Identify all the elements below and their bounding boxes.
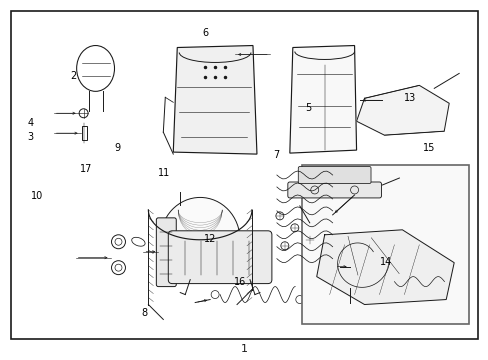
Text: 4: 4: [27, 118, 33, 128]
Text: 16: 16: [233, 277, 245, 287]
Text: 13: 13: [403, 93, 415, 103]
Polygon shape: [289, 45, 356, 153]
Text: 5: 5: [304, 103, 310, 113]
FancyBboxPatch shape: [156, 218, 176, 287]
FancyBboxPatch shape: [325, 271, 383, 280]
FancyBboxPatch shape: [325, 249, 383, 258]
FancyBboxPatch shape: [325, 227, 383, 236]
Ellipse shape: [160, 197, 240, 282]
Text: 1: 1: [240, 345, 247, 354]
Text: 17: 17: [80, 164, 92, 174]
FancyBboxPatch shape: [325, 260, 383, 269]
Bar: [81, 126, 86, 140]
Text: 14: 14: [379, 257, 391, 267]
FancyBboxPatch shape: [325, 238, 383, 247]
Text: 8: 8: [142, 308, 147, 318]
Text: 15: 15: [423, 143, 435, 153]
Text: 7: 7: [272, 150, 279, 160]
Text: 6: 6: [202, 28, 208, 38]
Polygon shape: [173, 45, 256, 154]
Text: 2: 2: [70, 71, 76, 81]
Text: 12: 12: [204, 234, 216, 244]
Polygon shape: [316, 230, 453, 305]
FancyBboxPatch shape: [298, 167, 370, 184]
FancyBboxPatch shape: [168, 231, 271, 284]
Text: 10: 10: [31, 191, 43, 201]
Bar: [301, 165, 468, 324]
Text: 11: 11: [158, 168, 170, 178]
Polygon shape: [356, 85, 448, 135]
Text: 3: 3: [27, 132, 33, 142]
FancyBboxPatch shape: [287, 182, 381, 198]
Text: 9: 9: [115, 143, 121, 153]
